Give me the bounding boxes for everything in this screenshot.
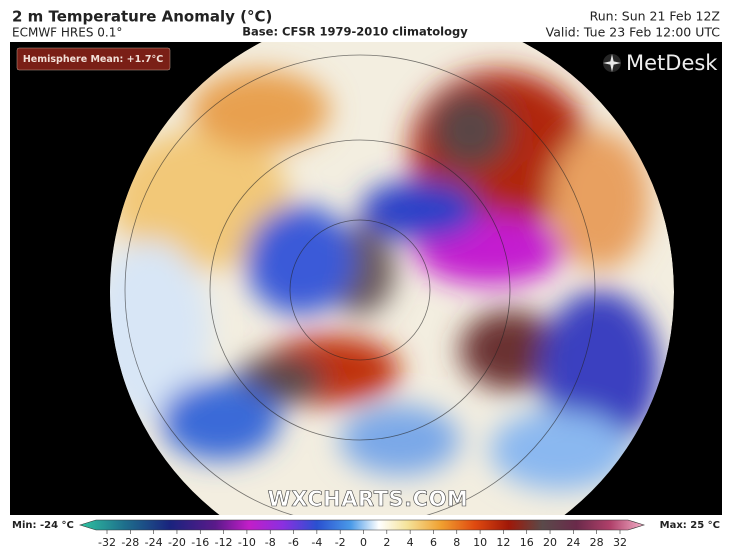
logo: MetDesk [626,51,718,75]
colorbar-tick-label: 12 [496,536,510,549]
map: Hemisphere Mean: +1.7°C MetDesk WXCHARTS… [10,42,722,515]
colorbar-tick-label: 4 [407,536,414,549]
max-label: Max: 25 °C [660,520,720,531]
colorbar-tick-label: -24 [145,536,163,549]
colorbar-tick-label: 8 [453,536,460,549]
colorbar-tick-label: -4 [311,536,322,549]
min-label: Min: -24 °C [12,520,74,531]
map-disc [110,42,674,515]
colorbar [78,519,646,531]
base: Base: CFSR 1979-2010 climatology [242,25,468,39]
colorbar-tick-label: -2 [335,536,346,549]
colorbar-tick-label: 2 [383,536,390,549]
logo-icon [603,54,621,72]
colorbar-tick-label: 32 [613,536,627,549]
watermark: WXCHARTS.COM [268,487,469,511]
colorbar-tick-label: 6 [430,536,437,549]
colorbar-tick-label: 0 [360,536,367,549]
title: 2 m Temperature Anomaly (°C) [12,8,272,26]
colorbar-tick-label: 24 [566,536,580,549]
colorbar-tick-label: -8 [265,536,276,549]
colorbar-tick-label: -12 [215,536,233,549]
run: Run: Sun 21 Feb 12Z [590,9,720,24]
valid: Valid: Tue 23 Feb 12:00 UTC [546,25,721,40]
badge-text: Hemisphere Mean: +1.7°C [23,54,163,65]
colorbar-tick-label: 10 [473,536,487,549]
colorbar-tick-label: -32 [98,536,116,549]
colorbar-tick-label: -6 [288,536,299,549]
colorbar-tick-label: -10 [238,536,256,549]
colorbar-tick-label: -28 [121,536,139,549]
badge [16,47,171,71]
colorbar-tick-label: 16 [520,536,534,549]
colorbar-tick-label: -16 [191,536,209,549]
colorbar-ticks: -32 -28 -24 -20 -16 -12 -10 -8 -6 -4 -2 0 2 4 6 8 10 12 16… [98,530,627,549]
colorbar-tick-label: 20 [543,536,557,549]
model: ECMWF HRES 0.1° [12,26,122,40]
colorbar-tick-label: 28 [590,536,604,549]
colorbar-tick-label: -20 [168,536,186,549]
